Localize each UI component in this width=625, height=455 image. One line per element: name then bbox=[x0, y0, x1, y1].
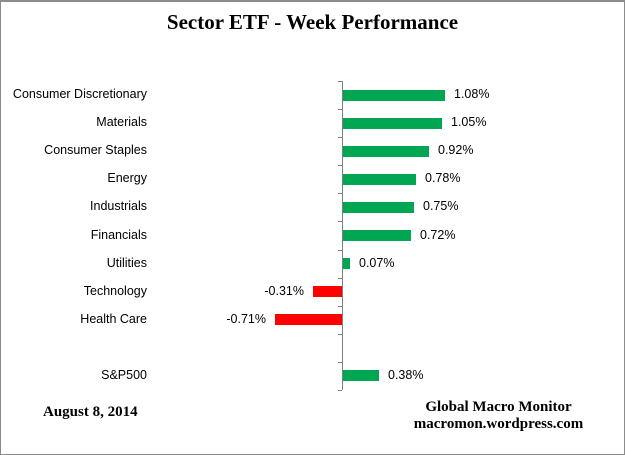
bar bbox=[343, 258, 350, 269]
category-label: Technology bbox=[83, 284, 147, 298]
value-label: 0.72% bbox=[420, 228, 456, 242]
axis-tick bbox=[338, 221, 342, 222]
value-label: 0.92% bbox=[438, 143, 474, 157]
axis-tick bbox=[338, 193, 342, 194]
category-label: S&P500 bbox=[101, 368, 147, 382]
axis-tick bbox=[338, 334, 342, 335]
axis-tick bbox=[338, 362, 342, 363]
value-label: 1.05% bbox=[451, 115, 487, 129]
axis-tick bbox=[338, 109, 342, 110]
value-label: 0.38% bbox=[388, 368, 424, 382]
bar bbox=[343, 370, 379, 381]
value-label: 0.07% bbox=[359, 256, 395, 270]
axis-tick bbox=[338, 165, 342, 166]
bar bbox=[275, 314, 342, 325]
footer-credit-line2: macromon.wordpress.com bbox=[413, 416, 584, 432]
axis-tick bbox=[338, 278, 342, 279]
value-label: -0.71% bbox=[226, 312, 266, 326]
bar bbox=[343, 90, 445, 101]
bar bbox=[343, 146, 429, 157]
category-label: Utilities bbox=[106, 256, 147, 270]
axis-tick bbox=[338, 81, 342, 82]
footer-credit: Global Macro Monitor macromon.wordpress.… bbox=[391, 399, 606, 433]
axis-tick bbox=[338, 390, 342, 391]
category-label: Consumer Staples bbox=[44, 143, 147, 157]
bar bbox=[313, 286, 342, 297]
bar bbox=[343, 118, 442, 129]
value-label: 1.08% bbox=[454, 87, 490, 101]
y-axis-baseline bbox=[342, 81, 343, 390]
category-label: Energy bbox=[107, 171, 147, 185]
footer-date: August 8, 2014 bbox=[43, 404, 138, 420]
category-label: Consumer Discretionary bbox=[12, 87, 147, 101]
category-label: Health Care bbox=[80, 312, 147, 326]
axis-tick bbox=[338, 306, 342, 307]
bar bbox=[343, 202, 414, 213]
bar bbox=[343, 174, 416, 185]
chart-title: Sector ETF - Week Performance bbox=[166, 10, 459, 34]
value-label: 0.75% bbox=[423, 199, 459, 213]
category-label: Industrials bbox=[90, 199, 147, 213]
value-label: 0.78% bbox=[425, 171, 461, 185]
footer-credit-line1: Global Macro Monitor bbox=[425, 399, 572, 415]
axis-tick bbox=[338, 137, 342, 138]
category-label: Materials bbox=[96, 115, 147, 129]
axis-tick bbox=[338, 250, 342, 251]
category-label: Financials bbox=[90, 228, 147, 242]
bar bbox=[343, 230, 411, 241]
value-label: -0.31% bbox=[264, 284, 304, 298]
